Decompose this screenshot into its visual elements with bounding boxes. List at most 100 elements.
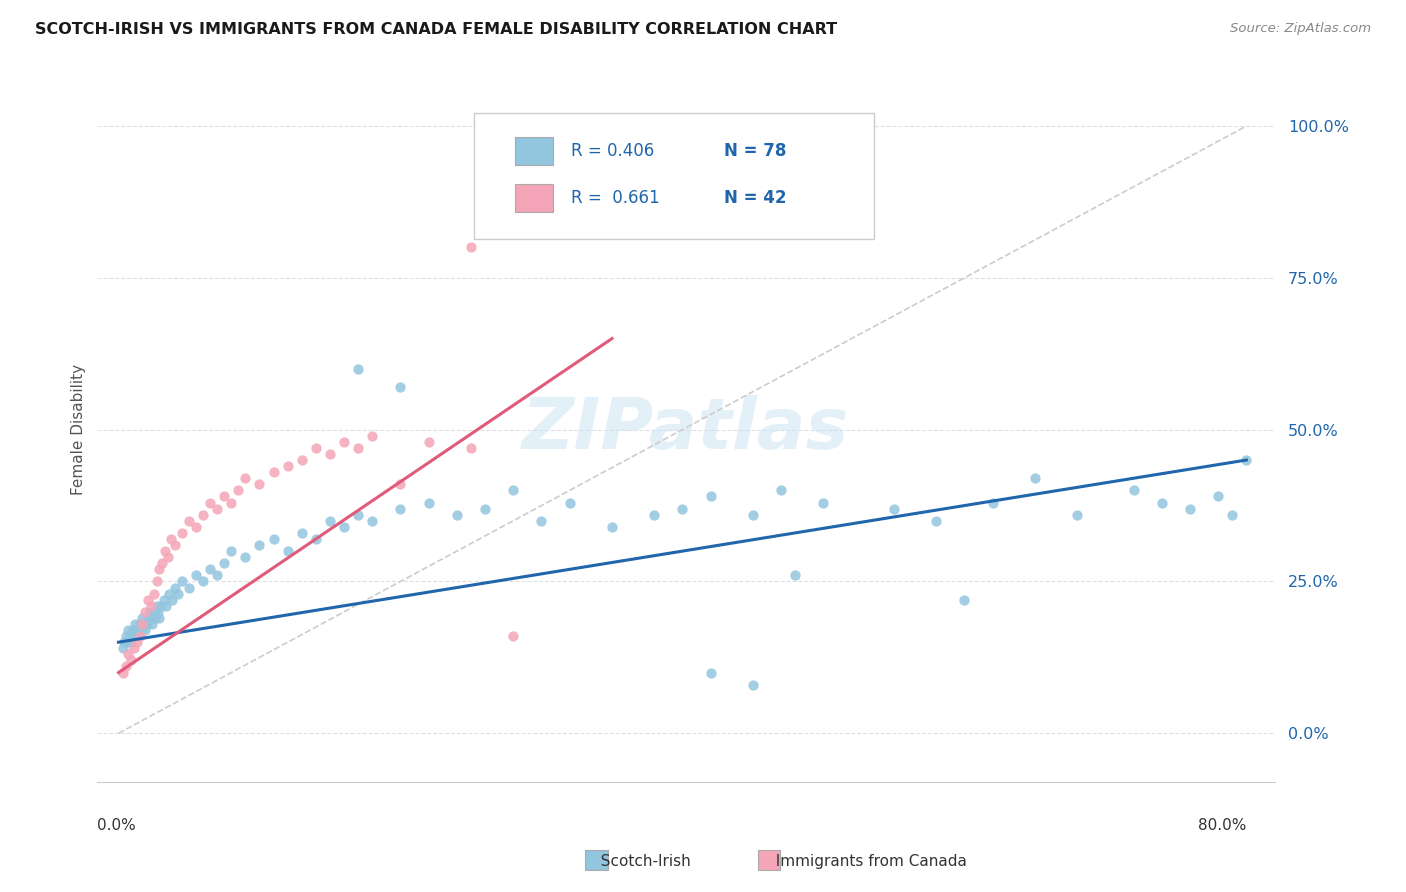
Point [600, 520, 623, 534]
Point [138, 605, 160, 619]
Point [136, 592, 159, 607]
Point [198, 562, 221, 576]
Point [156, 550, 179, 565]
Text: Source: ZipAtlas.com: Source: ZipAtlas.com [1230, 22, 1371, 36]
Point [460, 441, 482, 455]
Point [145, 574, 167, 589]
Point [981, 495, 1004, 509]
Point [125, 623, 148, 637]
Y-axis label: Female Disability: Female Disability [72, 364, 86, 495]
Point [228, 483, 250, 498]
Point [1122, 483, 1144, 498]
Point [163, 581, 186, 595]
Point [742, 508, 765, 522]
Point [291, 525, 314, 540]
Point [418, 434, 440, 449]
Point [191, 508, 214, 522]
Text: Immigrants from Canada: Immigrants from Canada [766, 855, 967, 869]
Point [883, 501, 905, 516]
Point [128, 629, 150, 643]
Point [153, 544, 176, 558]
Point [128, 617, 150, 632]
Point [142, 605, 165, 619]
Bar [515, 184, 553, 212]
Point [134, 605, 156, 619]
Point [150, 556, 173, 570]
Point [121, 623, 143, 637]
Point [1236, 453, 1258, 467]
Point [474, 501, 496, 516]
Point [389, 477, 412, 491]
Point [145, 599, 167, 613]
Point [235, 550, 257, 565]
Text: Scotch-Irish: Scotch-Irish [591, 855, 690, 869]
Point [139, 599, 162, 613]
Point [118, 629, 141, 643]
Point [277, 544, 299, 558]
Point [770, 483, 793, 498]
Point [953, 592, 976, 607]
Point [263, 465, 285, 479]
Point [205, 568, 228, 582]
Point [132, 617, 155, 632]
Point [117, 648, 139, 662]
Point [347, 441, 370, 455]
Text: SCOTCH-IRISH VS IMMIGRANTS FROM CANADA FEMALE DISABILITY CORRELATION CHART: SCOTCH-IRISH VS IMMIGRANTS FROM CANADA F… [35, 22, 838, 37]
Point [127, 629, 149, 643]
Point [1024, 471, 1046, 485]
Point [361, 428, 384, 442]
FancyBboxPatch shape [474, 112, 875, 239]
Point [1206, 490, 1229, 504]
Point [148, 611, 170, 625]
Bar [585, 850, 607, 870]
Point [205, 501, 228, 516]
Point [191, 574, 214, 589]
Text: R =  0.661: R = 0.661 [571, 189, 659, 207]
Point [305, 532, 328, 546]
Point [333, 520, 356, 534]
Point [120, 635, 142, 649]
Text: 80.0%: 80.0% [1198, 818, 1247, 833]
Point [142, 586, 165, 600]
Point [139, 611, 162, 625]
Point [235, 471, 257, 485]
Point [112, 635, 135, 649]
Point [446, 508, 468, 522]
Point [1066, 508, 1088, 522]
Point [389, 501, 412, 516]
Point [149, 599, 172, 613]
Bar [515, 136, 553, 165]
Point [1220, 508, 1243, 522]
Point [699, 665, 721, 680]
Point [184, 568, 207, 582]
Point [347, 508, 370, 522]
Point [122, 641, 145, 656]
Point [129, 623, 152, 637]
Point [277, 459, 299, 474]
Point [131, 611, 153, 625]
Text: R = 0.406: R = 0.406 [571, 142, 654, 160]
Point [155, 599, 177, 613]
Point [184, 520, 207, 534]
Point [122, 629, 145, 643]
Point [143, 611, 166, 625]
Point [502, 629, 524, 643]
Point [558, 495, 581, 509]
Point [146, 605, 169, 619]
Point [1150, 495, 1173, 509]
Point [249, 538, 271, 552]
Point [198, 495, 221, 509]
Point [212, 556, 235, 570]
Point [221, 495, 243, 509]
Point [813, 495, 835, 509]
Text: 0.0%: 0.0% [97, 818, 136, 833]
Point [502, 483, 524, 498]
Point [124, 617, 146, 632]
Point [212, 490, 235, 504]
Point [530, 514, 553, 528]
Point [148, 562, 170, 576]
Point [131, 617, 153, 632]
Point [120, 653, 142, 667]
Point [115, 635, 138, 649]
Point [699, 490, 721, 504]
